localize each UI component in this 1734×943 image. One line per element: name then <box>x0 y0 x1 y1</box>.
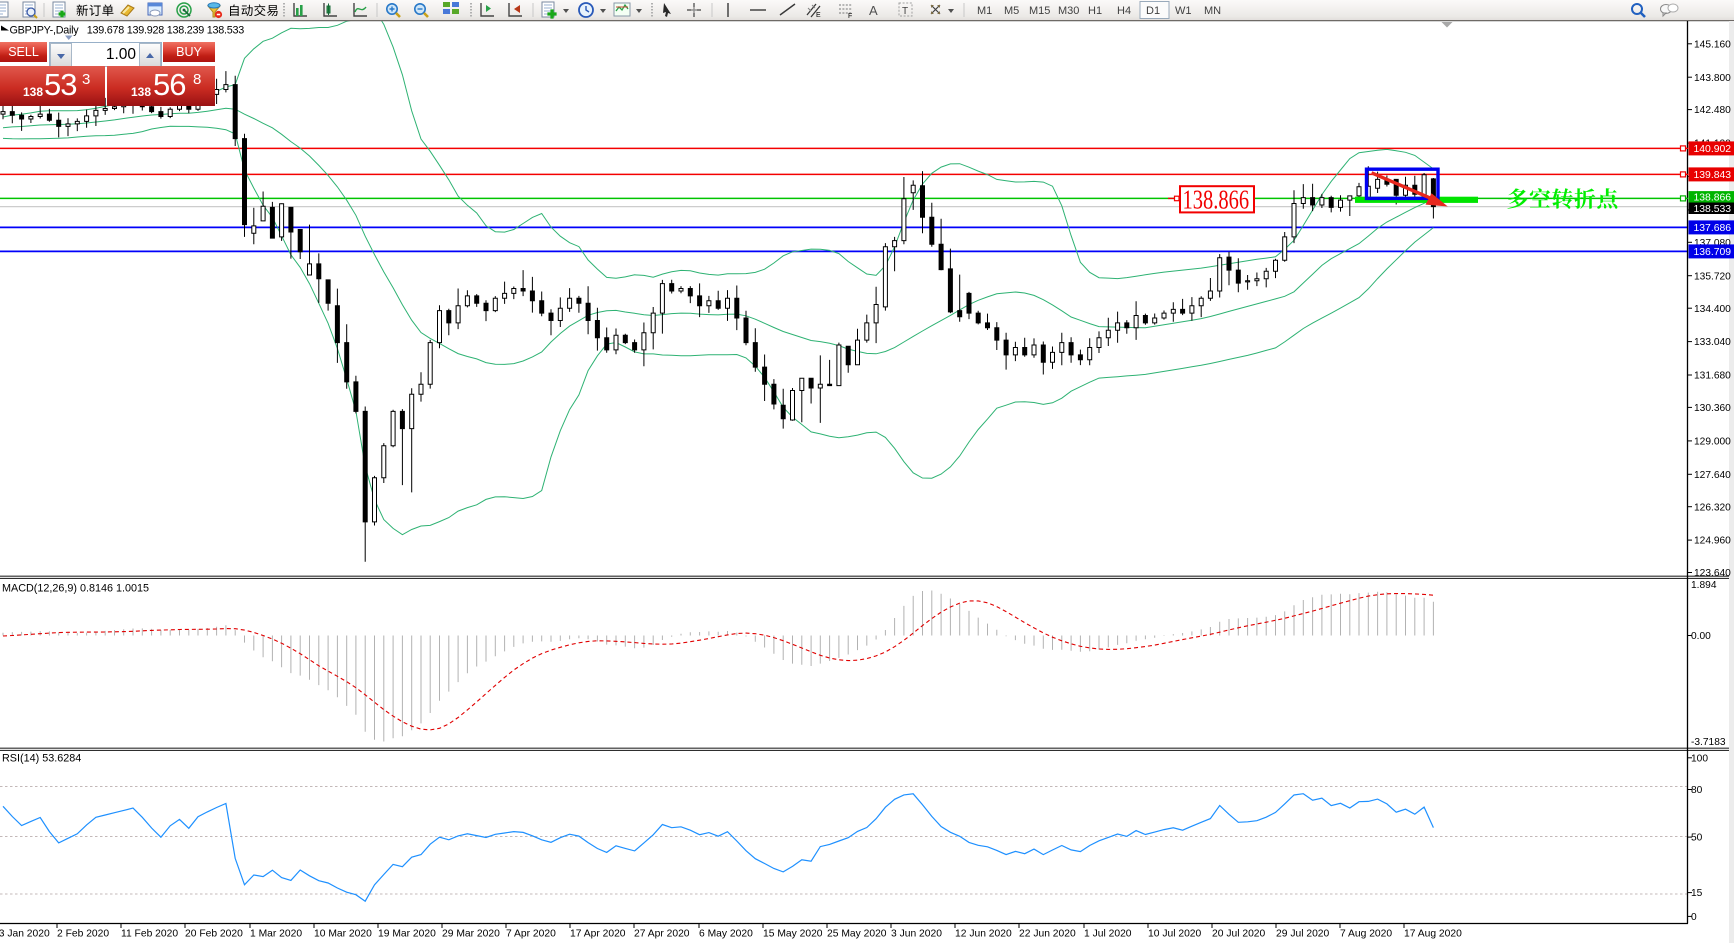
svg-text:129.000: 129.000 <box>1694 437 1731 448</box>
svg-text:139.843: 139.843 <box>1694 170 1732 181</box>
svg-text:MACD(12,26,9) 0.8146 1.0015: MACD(12,26,9) 0.8146 1.0015 <box>2 583 149 595</box>
svg-text:MN: MN <box>1204 5 1221 17</box>
svg-text:12 Jun 2020: 12 Jun 2020 <box>955 929 1012 940</box>
svg-text:M5: M5 <box>1004 5 1019 17</box>
svg-text:11 Feb 2020: 11 Feb 2020 <box>121 929 178 940</box>
svg-text:134.400: 134.400 <box>1694 304 1731 315</box>
svg-text:80: 80 <box>1691 785 1703 796</box>
svg-text:22 Jun 2020: 22 Jun 2020 <box>1019 929 1076 940</box>
svg-text:F: F <box>848 13 852 20</box>
svg-text:GBPJPY-,Daily 139.678 139.92: GBPJPY-,Daily 139.678 139.928 138.239 13… <box>10 25 245 37</box>
svg-text:145.160: 145.160 <box>1694 39 1731 50</box>
svg-text:7 Apr 2020: 7 Apr 2020 <box>506 929 556 940</box>
svg-text:19 Mar 2020: 19 Mar 2020 <box>378 929 436 940</box>
svg-text:RSI(14) 53.6284: RSI(14) 53.6284 <box>2 753 81 765</box>
svg-text:25 May 2020: 25 May 2020 <box>827 929 887 940</box>
svg-text:127.640: 127.640 <box>1694 470 1731 481</box>
svg-text:H1: H1 <box>1088 5 1102 17</box>
svg-text:137.080: 137.080 <box>1694 238 1731 249</box>
svg-text:3 Jun 2020: 3 Jun 2020 <box>891 929 942 940</box>
svg-text:137.686: 137.686 <box>1694 223 1732 234</box>
svg-text:1.894: 1.894 <box>1691 580 1717 591</box>
svg-text:2 Feb 2020: 2 Feb 2020 <box>57 929 109 940</box>
svg-text:0: 0 <box>1691 912 1697 923</box>
svg-text:126.320: 126.320 <box>1694 502 1731 513</box>
svg-text:27 Apr 2020: 27 Apr 2020 <box>634 929 690 940</box>
svg-text:H4: H4 <box>1117 5 1131 17</box>
svg-text:29 Jul 2020: 29 Jul 2020 <box>1276 929 1330 940</box>
svg-text:138.866: 138.866 <box>1183 186 1250 215</box>
svg-text:143.800: 143.800 <box>1694 73 1731 84</box>
svg-text:124.960: 124.960 <box>1694 536 1731 547</box>
svg-text:7 Aug 2020: 7 Aug 2020 <box>1340 929 1392 940</box>
svg-text:M1: M1 <box>977 5 992 17</box>
svg-text:142.480: 142.480 <box>1694 105 1731 116</box>
svg-text:15: 15 <box>1691 888 1703 899</box>
svg-text:W1: W1 <box>1175 5 1192 17</box>
svg-text:A: A <box>869 3 878 18</box>
svg-text:138.866: 138.866 <box>1694 193 1732 204</box>
svg-text:1 Jul 2020: 1 Jul 2020 <box>1084 929 1132 940</box>
svg-text:M30: M30 <box>1058 5 1079 17</box>
svg-text:-3.7183: -3.7183 <box>1691 737 1726 748</box>
svg-text:138.533: 138.533 <box>1694 204 1732 215</box>
svg-text:135.720: 135.720 <box>1694 271 1731 282</box>
svg-text:133.040: 133.040 <box>1694 337 1731 348</box>
svg-text:130.360: 130.360 <box>1694 403 1731 414</box>
svg-text:10 Mar 2020: 10 Mar 2020 <box>314 929 372 940</box>
svg-text:20 Feb 2020: 20 Feb 2020 <box>185 929 243 940</box>
svg-text:140.902: 140.902 <box>1694 144 1732 155</box>
svg-text:6 May 2020: 6 May 2020 <box>699 929 753 940</box>
svg-text:50: 50 <box>1691 833 1703 844</box>
svg-text:136.709: 136.709 <box>1694 247 1732 258</box>
svg-text:17 Aug 2020: 17 Aug 2020 <box>1404 929 1462 940</box>
svg-text:15 May 2020: 15 May 2020 <box>763 929 823 940</box>
svg-text:20 Jul 2020: 20 Jul 2020 <box>1212 929 1266 940</box>
svg-text:D1: D1 <box>1146 5 1160 17</box>
svg-text:131.680: 131.680 <box>1694 371 1731 382</box>
svg-text:0.00: 0.00 <box>1691 631 1711 642</box>
svg-text:123.640: 123.640 <box>1694 568 1731 579</box>
svg-text:17 Apr 2020: 17 Apr 2020 <box>570 929 626 940</box>
svg-text:1 Mar 2020: 1 Mar 2020 <box>250 929 302 940</box>
svg-text:T: T <box>902 6 908 17</box>
svg-text:M15: M15 <box>1029 5 1050 17</box>
svg-text:23 Jan 2020: 23 Jan 2020 <box>0 929 50 940</box>
svg-text:29 Mar 2020: 29 Mar 2020 <box>442 929 500 940</box>
svg-text:10 Jul 2020: 10 Jul 2020 <box>1148 929 1202 940</box>
svg-text:100: 100 <box>1691 753 1708 764</box>
svg-text:E: E <box>816 12 821 19</box>
